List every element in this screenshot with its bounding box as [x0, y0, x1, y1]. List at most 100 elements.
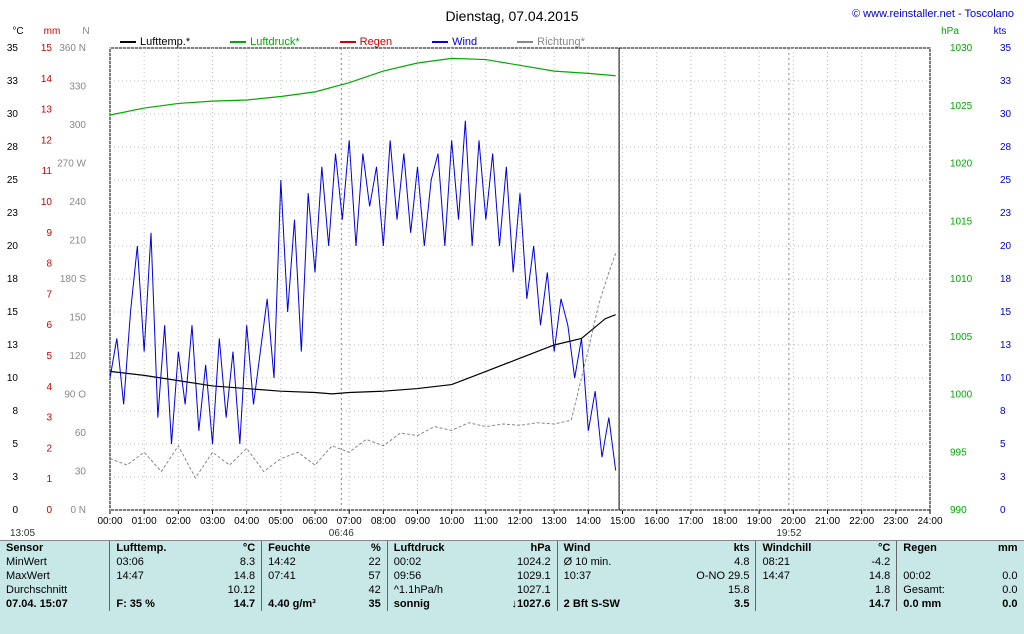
col-unit: % [351, 541, 388, 555]
svg-text:12: 12 [41, 135, 53, 146]
svg-text:8: 8 [12, 406, 18, 417]
svg-text:3: 3 [46, 413, 52, 424]
svg-text:90 O: 90 O [64, 390, 86, 401]
svg-text:15: 15 [41, 43, 53, 54]
svg-text:03:00: 03:00 [200, 516, 225, 527]
svg-text:11: 11 [42, 166, 53, 177]
svg-text:18: 18 [7, 274, 19, 285]
cell-val: 1027.1 [481, 583, 557, 597]
svg-text:1015: 1015 [950, 216, 973, 227]
cell: 14:47 [110, 569, 203, 583]
svg-text:25: 25 [7, 175, 19, 186]
cell-val: 22 [351, 555, 388, 569]
svg-text:5: 5 [12, 439, 18, 450]
svg-text:13: 13 [1000, 340, 1012, 351]
cell-val: ↓1027.6 [481, 597, 557, 611]
col-unit: hPa [481, 541, 557, 555]
cell: 00:02 [897, 569, 977, 583]
cell [262, 583, 351, 597]
cell: 10:37 [557, 569, 659, 583]
cell: 0.0 mm [897, 597, 977, 611]
cell-val: 3.5 [659, 597, 756, 611]
cell-val: 10.12 [202, 583, 261, 597]
svg-text:9: 9 [46, 228, 52, 239]
svg-text:1010: 1010 [950, 274, 973, 285]
svg-text:10:00: 10:00 [439, 516, 464, 527]
cell: Gesamt: [897, 583, 977, 597]
cell: F: 35 % [110, 597, 203, 611]
cell: 07:41 [262, 569, 351, 583]
svg-text:30: 30 [1000, 109, 1012, 120]
svg-text:10: 10 [7, 373, 19, 384]
svg-text:13: 13 [41, 105, 53, 116]
svg-text:25: 25 [1000, 175, 1012, 186]
row-label: MinWert [0, 555, 110, 569]
svg-text:8: 8 [1000, 406, 1006, 417]
svg-text:0: 0 [46, 505, 52, 516]
col-header: Feuchte [262, 541, 351, 555]
svg-text:30: 30 [7, 109, 19, 120]
svg-text:15:00: 15:00 [610, 516, 635, 527]
col-unit: °C [847, 541, 897, 555]
svg-text:990: 990 [950, 505, 967, 516]
svg-text:240: 240 [69, 197, 86, 208]
col-header: Windchill [756, 541, 847, 555]
svg-text:13: 13 [7, 340, 19, 351]
svg-text:20: 20 [7, 241, 19, 252]
col-header: Sensor [0, 541, 110, 555]
svg-text:19:52: 19:52 [776, 528, 801, 539]
svg-text:120: 120 [69, 351, 86, 362]
cell-val: O-NO 29.5 [659, 569, 756, 583]
svg-text:21:00: 21:00 [815, 516, 840, 527]
svg-text:210: 210 [69, 236, 86, 247]
cell [110, 583, 203, 597]
svg-text:1005: 1005 [950, 332, 973, 343]
col-unit: kts [659, 541, 756, 555]
col-unit: mm [977, 541, 1024, 555]
svg-text:01:00: 01:00 [132, 516, 157, 527]
cell: 03:06 [110, 555, 203, 569]
col-header: Wind [557, 541, 659, 555]
svg-text:8: 8 [46, 259, 52, 270]
svg-text:06:46: 06:46 [329, 528, 354, 539]
svg-text:5: 5 [1000, 439, 1006, 450]
cell-val: 42 [351, 583, 388, 597]
cell: 14:42 [262, 555, 351, 569]
svg-text:11:00: 11:00 [474, 516, 499, 527]
svg-text:33: 33 [1000, 76, 1012, 87]
svg-text:20: 20 [1000, 241, 1012, 252]
cell-val [977, 555, 1024, 569]
svg-text:23: 23 [7, 208, 19, 219]
data-table: SensorLufttemp.°CFeuchte%LuftdruckhPaWin… [0, 540, 1024, 634]
col-unit: °C [202, 541, 261, 555]
cell-val: 8.3 [202, 555, 261, 569]
cell-val: 0.0 [977, 597, 1024, 611]
col-header: Lufttemp. [110, 541, 203, 555]
svg-text:1030: 1030 [950, 43, 973, 54]
svg-text:17:00: 17:00 [678, 516, 703, 527]
cell: 00:02 [387, 555, 481, 569]
svg-text:1020: 1020 [950, 159, 973, 170]
svg-text:02:00: 02:00 [166, 516, 191, 527]
svg-text:13:00: 13:00 [542, 516, 567, 527]
cell-val: 0.0 [977, 583, 1024, 597]
cell-val: 1.8 [847, 583, 897, 597]
cell [897, 555, 977, 569]
svg-text:mm: mm [44, 26, 61, 37]
cell-val: 1024.2 [481, 555, 557, 569]
svg-text:30: 30 [75, 467, 87, 478]
cell: 2 Bft S-SW [557, 597, 659, 611]
cell: ^1.1hPa/h [387, 583, 481, 597]
svg-text:08:00: 08:00 [371, 516, 396, 527]
svg-text:07:00: 07:00 [337, 516, 362, 527]
svg-text:270 W: 270 W [57, 159, 86, 170]
cell-val: 15.8 [659, 583, 756, 597]
svg-text:33: 33 [7, 76, 19, 87]
cell: Ø 10 min. [557, 555, 659, 569]
cell [557, 583, 659, 597]
svg-text:5: 5 [46, 351, 52, 362]
svg-text:6: 6 [46, 320, 52, 331]
col-header: Regen [897, 541, 977, 555]
cell-val: 57 [351, 569, 388, 583]
svg-text:180 S: 180 S [60, 274, 86, 285]
